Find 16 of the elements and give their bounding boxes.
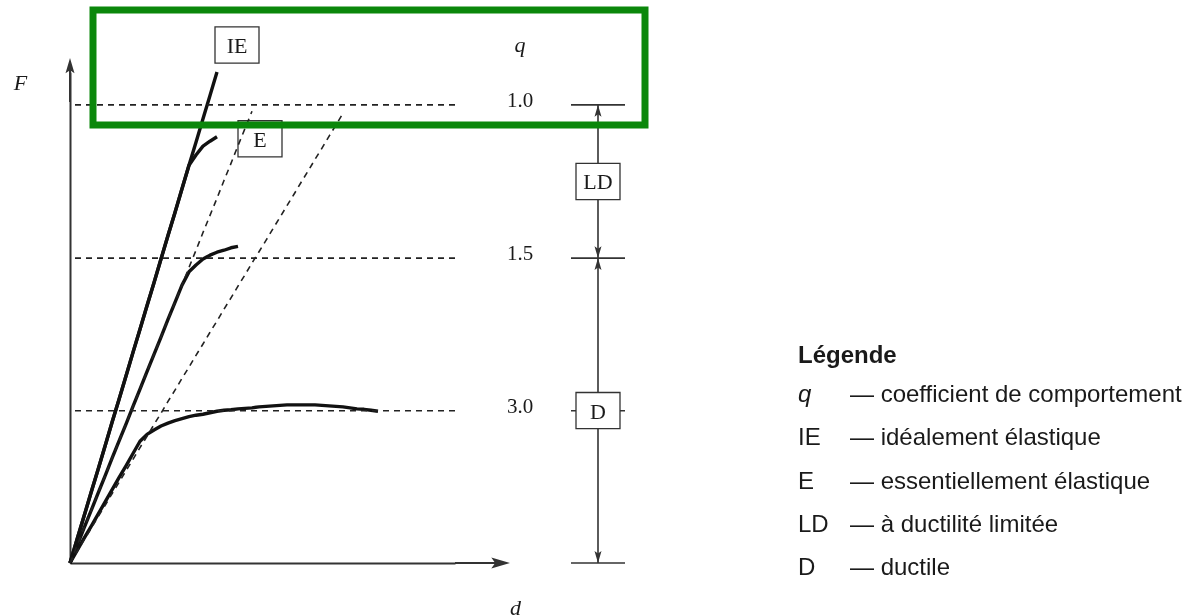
text: 1.0 [506, 87, 534, 112]
text: D [590, 398, 606, 424]
series-label: E [253, 126, 267, 152]
text: q [514, 32, 526, 57]
text: IE — idéalement élastique [798, 423, 1101, 451]
text: q — coefficient de comportement [798, 380, 1182, 407]
text: D — ductile [798, 553, 951, 581]
text: LD [583, 169, 613, 195]
y-axis-title: F [12, 69, 28, 95]
text: E — essentiellement élastique [798, 466, 1151, 494]
text: 1.5 [506, 241, 534, 266]
series-label: IE [226, 33, 248, 58]
x-axis-title: d [510, 594, 522, 616]
text: LD — à ductilité limitée [798, 509, 1059, 537]
text: Légende [798, 341, 897, 368]
text: 3.0 [506, 393, 534, 418]
